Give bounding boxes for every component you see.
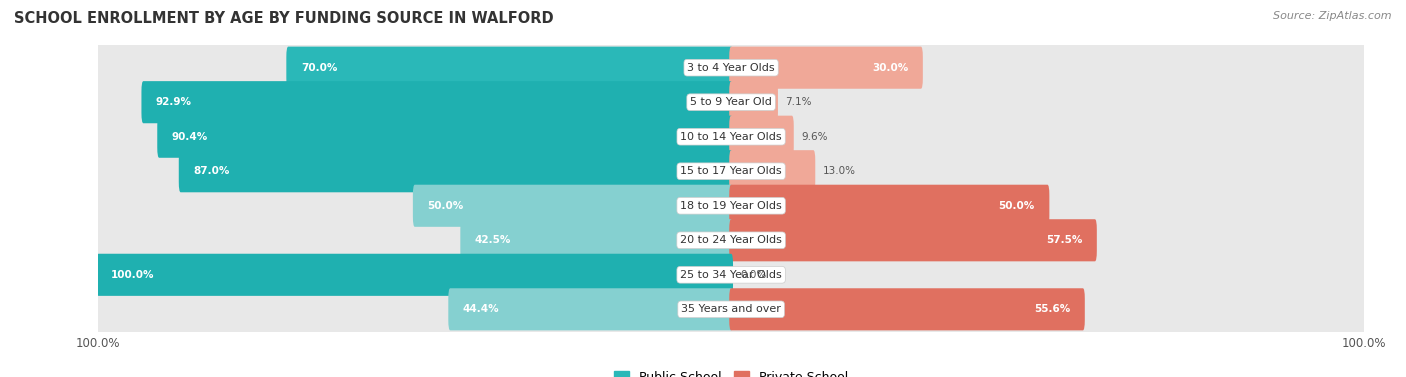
Text: 3 to 4 Year Olds: 3 to 4 Year Olds (688, 63, 775, 73)
Text: 100.0%: 100.0% (111, 270, 155, 280)
FancyBboxPatch shape (449, 288, 733, 330)
FancyBboxPatch shape (730, 185, 1049, 227)
FancyBboxPatch shape (96, 71, 1367, 133)
Text: 18 to 19 Year Olds: 18 to 19 Year Olds (681, 201, 782, 211)
FancyBboxPatch shape (96, 174, 1367, 237)
Text: 7.1%: 7.1% (786, 97, 813, 107)
Text: 13.0%: 13.0% (823, 166, 856, 176)
FancyBboxPatch shape (730, 81, 778, 123)
Text: 20 to 24 Year Olds: 20 to 24 Year Olds (681, 235, 782, 245)
FancyBboxPatch shape (413, 185, 733, 227)
Text: 15 to 17 Year Olds: 15 to 17 Year Olds (681, 166, 782, 176)
Text: 50.0%: 50.0% (427, 201, 464, 211)
Text: 87.0%: 87.0% (193, 166, 229, 176)
Text: 44.4%: 44.4% (463, 304, 499, 314)
FancyBboxPatch shape (287, 47, 733, 89)
Text: 9.6%: 9.6% (801, 132, 828, 142)
FancyBboxPatch shape (96, 140, 1367, 203)
FancyBboxPatch shape (730, 47, 922, 89)
FancyBboxPatch shape (730, 219, 1097, 261)
Text: SCHOOL ENROLLMENT BY AGE BY FUNDING SOURCE IN WALFORD: SCHOOL ENROLLMENT BY AGE BY FUNDING SOUR… (14, 11, 554, 26)
Text: Source: ZipAtlas.com: Source: ZipAtlas.com (1274, 11, 1392, 21)
FancyBboxPatch shape (96, 105, 1367, 168)
FancyBboxPatch shape (96, 209, 1367, 272)
FancyBboxPatch shape (460, 219, 733, 261)
FancyBboxPatch shape (730, 150, 815, 192)
FancyBboxPatch shape (97, 254, 733, 296)
Text: 55.6%: 55.6% (1033, 304, 1070, 314)
Text: 0.0%: 0.0% (741, 270, 766, 280)
Text: 42.5%: 42.5% (475, 235, 512, 245)
Text: 30.0%: 30.0% (872, 63, 908, 73)
Text: 25 to 34 Year Olds: 25 to 34 Year Olds (681, 270, 782, 280)
Legend: Public School, Private School: Public School, Private School (609, 366, 853, 377)
FancyBboxPatch shape (730, 288, 1085, 330)
FancyBboxPatch shape (96, 36, 1367, 99)
Text: 90.4%: 90.4% (172, 132, 208, 142)
Text: 35 Years and over: 35 Years and over (681, 304, 782, 314)
FancyBboxPatch shape (96, 244, 1367, 306)
Text: 5 to 9 Year Old: 5 to 9 Year Old (690, 97, 772, 107)
Text: 50.0%: 50.0% (998, 201, 1035, 211)
FancyBboxPatch shape (96, 278, 1367, 341)
FancyBboxPatch shape (157, 116, 733, 158)
FancyBboxPatch shape (179, 150, 733, 192)
FancyBboxPatch shape (730, 116, 794, 158)
Text: 10 to 14 Year Olds: 10 to 14 Year Olds (681, 132, 782, 142)
Text: 57.5%: 57.5% (1046, 235, 1083, 245)
FancyBboxPatch shape (142, 81, 733, 123)
Text: 92.9%: 92.9% (156, 97, 193, 107)
Text: 70.0%: 70.0% (301, 63, 337, 73)
